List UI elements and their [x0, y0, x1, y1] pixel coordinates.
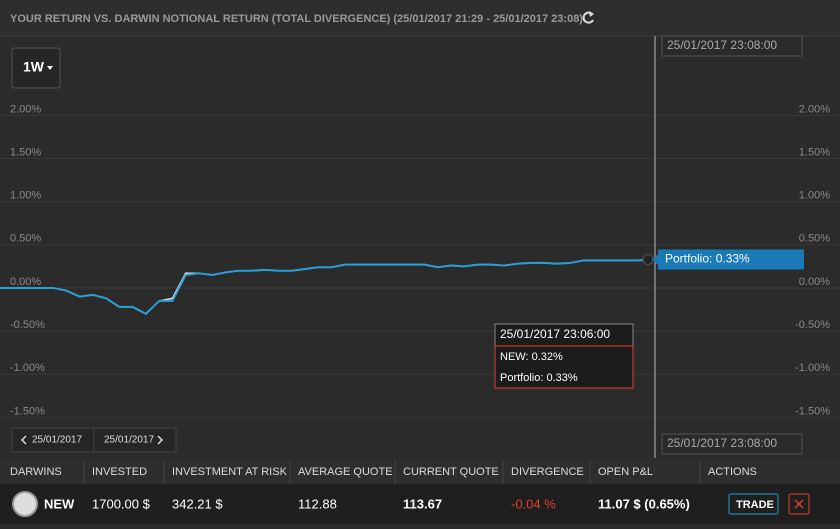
y2-tick-label: -1.00%	[795, 362, 830, 374]
caret	[47, 66, 53, 70]
end-label-arrow	[652, 253, 659, 266]
cell: 112.88	[298, 496, 337, 511]
period-label: 1W	[23, 59, 45, 75]
tooltip-body	[494, 345, 634, 389]
cell: -0.04 %	[511, 496, 556, 511]
y2-tick-label: -1.50%	[795, 405, 830, 417]
series-line	[0, 258, 651, 316]
column-header: INVESTED	[92, 466, 147, 478]
end-label: Portfolio: 0.33%	[665, 252, 750, 266]
column-header: AVERAGE QUOTE	[298, 466, 393, 478]
crosshair-label: 25/01/2017 23:08:00	[667, 436, 777, 450]
column-header: ACTIONS	[708, 466, 757, 478]
crosshair-label-box	[661, 35, 803, 57]
next-date: 25/01/2017	[104, 435, 154, 446]
cell: 113.67	[403, 496, 442, 511]
next-arrow	[157, 435, 164, 445]
cell: 1700.00 $	[92, 496, 151, 511]
trade-button[interactable]	[728, 493, 779, 515]
y-tick-label: 0.00%	[10, 276, 41, 288]
y-tick-label: 1.00%	[10, 190, 41, 202]
tooltip-line: Portfolio: 0.33%	[500, 372, 578, 384]
tooltip-time: 25/01/2017 23:06:00	[500, 327, 610, 341]
column-header: CURRENT QUOTE	[403, 466, 499, 478]
table-row	[0, 484, 840, 524]
prev-date: 25/01/2017	[32, 435, 82, 446]
cell: 11.07 $ (0.65%)	[598, 496, 690, 511]
cell: NEW	[44, 496, 75, 511]
y-tick-label: 0.50%	[10, 233, 41, 245]
y-tick-label: 1.50%	[10, 146, 41, 158]
y2-tick-label: 0.50%	[799, 233, 830, 245]
period-button[interactable]	[11, 47, 61, 89]
y2-tick-label: 1.00%	[799, 190, 830, 202]
cell: TRADE	[736, 499, 774, 511]
header-title: YOUR RETURN VS. DARWIN NOTIONAL RETURN (…	[10, 13, 583, 25]
plot: 2.00% 2.00% 1.50% 1.50% 1.00% 1.00% 0.50% 0.50%…	[0, 36, 840, 458]
close-icon	[794, 499, 804, 509]
y2-tick-label: 1.50%	[799, 146, 830, 158]
y-tick-label: 2.00%	[10, 103, 41, 115]
column-header: OPEN P&L	[598, 466, 653, 478]
prev-arrow	[20, 435, 27, 445]
end-label-box	[658, 249, 804, 270]
y-tick-label: -1.50%	[10, 405, 45, 417]
header-bar	[0, 0, 840, 36]
y2-tick-label: 0.00%	[799, 276, 830, 288]
crosshair-label: 25/01/2017 23:08:00	[667, 38, 777, 52]
cell: 342.21 $	[172, 496, 223, 511]
column-header: INVESTMENT AT RISK	[172, 466, 288, 478]
y2-tick-label: 2.00%	[799, 103, 830, 115]
column-header: DARWINS	[10, 466, 62, 478]
tooltip-line: NEW: 0.32%	[500, 351, 563, 363]
end-point	[642, 253, 654, 265]
y-tick-label: -0.50%	[10, 319, 45, 331]
overlays: 1W 25/01/2017 25/01/2017 25/01/2017 23:0…	[11, 35, 803, 455]
y-tick-label: -1.00%	[10, 362, 45, 374]
y2-tick-label: -0.50%	[795, 319, 830, 331]
column-header: DIVERGENCE	[511, 466, 584, 478]
crosshair-label-box	[661, 433, 803, 455]
refresh-icon[interactable]	[582, 11, 594, 24]
close-button[interactable]	[788, 493, 810, 515]
table: DARWINS INVESTED INVESTMENT AT RISK AVERAGE…	[0, 460, 840, 524]
darwin-icon	[12, 491, 38, 517]
